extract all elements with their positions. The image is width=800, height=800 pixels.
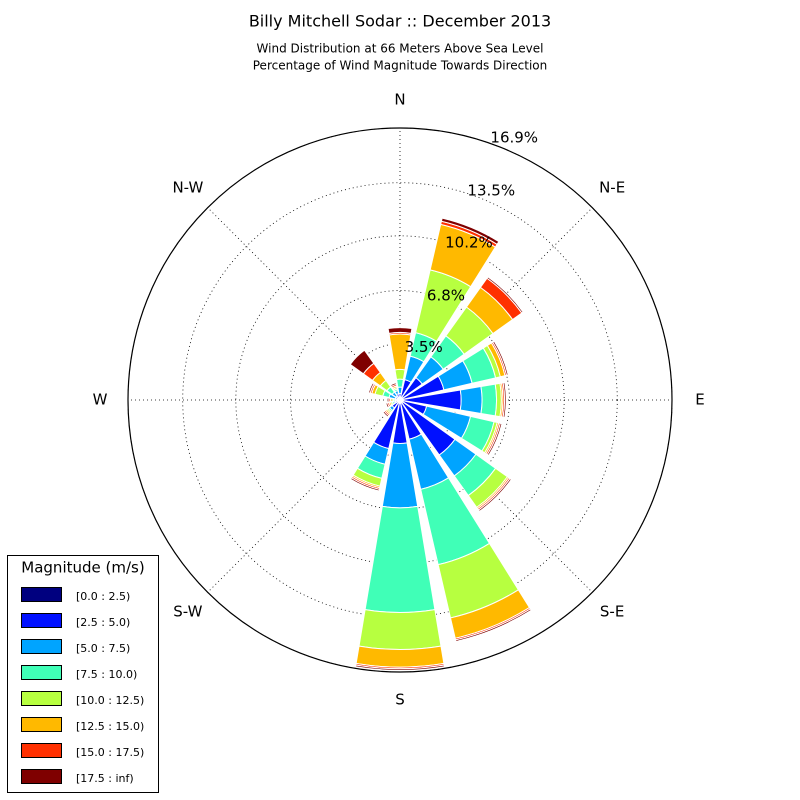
chart-title: Billy Mitchell Sodar :: December 2013	[249, 12, 551, 31]
ring-label: 16.9%	[490, 129, 538, 147]
legend-swatch	[21, 691, 62, 706]
direction-label: N-E	[599, 178, 625, 196]
spoke-line	[207, 207, 401, 401]
outer-ring	[127, 127, 673, 673]
wedge	[486, 422, 503, 457]
legend-swatch	[21, 613, 62, 628]
wedge	[387, 327, 413, 334]
wedge	[459, 385, 483, 415]
wedge	[389, 382, 397, 388]
wedge	[382, 410, 390, 418]
wedge	[385, 402, 390, 409]
direction-label: S-E	[600, 603, 624, 621]
legend-label: [5.0 : 7.5)	[76, 642, 130, 655]
wedge	[480, 383, 498, 417]
legend-swatch	[21, 743, 62, 758]
legend-swatch	[21, 587, 62, 602]
direction-label: W	[93, 391, 108, 409]
ring-label: 3.5%	[405, 338, 443, 356]
legend: Magnitude (m/s) [0.0 : 2.5) [2.5 : 5.0) [5.…	[7, 555, 159, 793]
legend-label: [17.5 : inf)	[76, 772, 134, 785]
wedge	[394, 368, 406, 380]
legend-label: [15.0 : 17.5)	[76, 746, 144, 759]
direction-label: S-W	[173, 603, 202, 621]
direction-label: N	[394, 91, 405, 109]
legend-label: [10.0 : 12.5)	[76, 694, 144, 707]
wedge	[355, 664, 445, 671]
wedge	[486, 276, 524, 314]
wedge	[454, 608, 532, 643]
legend-title: Magnitude (m/s)	[21, 559, 144, 577]
legend-label: [7.5 : 10.0)	[76, 668, 137, 681]
wedge	[355, 645, 445, 668]
wedge	[440, 217, 500, 246]
ring-label: 10.2%	[445, 233, 493, 251]
grid-ring	[290, 290, 510, 510]
wedge	[395, 378, 405, 388]
direction-label: E	[695, 391, 704, 409]
chart-subtitle: Percentage of Wind Magnitude Towards Dir…	[253, 59, 547, 73]
legend-swatch	[21, 769, 62, 784]
grid-ring	[235, 235, 565, 565]
legend-swatch	[21, 665, 62, 680]
chart-subtitle: Wind Distribution at 66 Meters Above Sea…	[257, 42, 544, 56]
legend-swatch	[21, 639, 62, 654]
direction-label: S	[395, 691, 405, 709]
wedge	[358, 608, 442, 650]
wedge	[349, 477, 380, 492]
wedge	[364, 505, 436, 613]
spoke-line	[207, 399, 401, 593]
ring-label: 6.8%	[427, 286, 465, 304]
direction-label: N-W	[172, 178, 203, 196]
ring-label: 13.5%	[467, 182, 515, 200]
wedge	[477, 477, 513, 513]
legend-label: [2.5 : 5.0)	[76, 616, 130, 629]
wedge	[368, 382, 375, 394]
wedge	[386, 397, 390, 403]
grid-ring	[182, 182, 618, 618]
legend-label: [12.5 : 15.0)	[76, 720, 144, 733]
legend-label: [0.0 : 2.5)	[76, 590, 130, 603]
wedge	[502, 381, 507, 419]
legend-swatch	[21, 717, 62, 732]
wedge	[492, 340, 509, 376]
wedge	[349, 349, 375, 375]
